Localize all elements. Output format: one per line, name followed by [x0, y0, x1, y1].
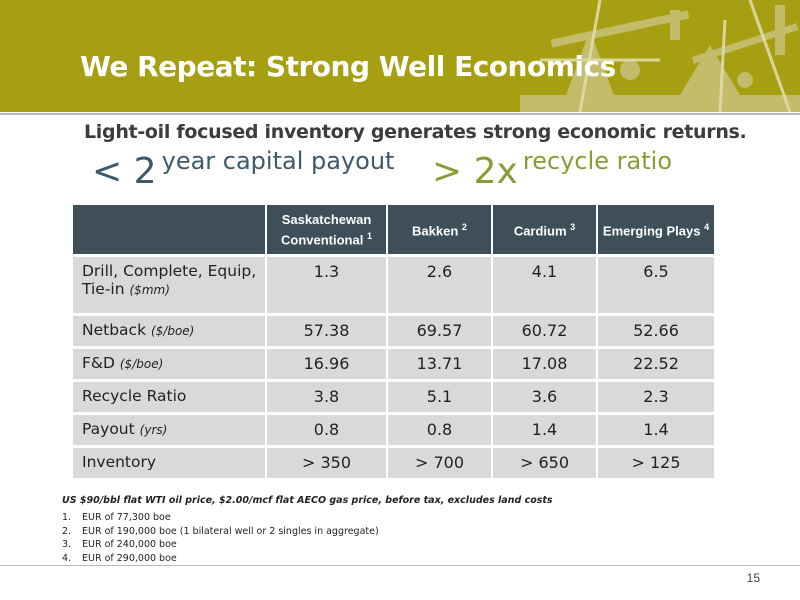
- table-cell: > 125: [597, 445, 714, 478]
- table-cell: 4.1: [492, 254, 598, 315]
- footnote-item: 4. EUR of 290,000 boe: [62, 552, 177, 564]
- table-cell: 17.08: [492, 346, 598, 381]
- table-header-row: Saskatchewan Conventional 1 Bakken 2 Car…: [73, 205, 714, 256]
- table-cell: 3.8: [266, 379, 388, 414]
- table-cell: 3.6: [492, 379, 598, 414]
- row-label: F&D ($/boe): [73, 346, 267, 381]
- footnote-item: 3. EUR of 240,000 boe: [62, 539, 177, 550]
- table-row: Payout (yrs) 0.8 0.8 1.4 1.4: [73, 412, 714, 447]
- table-cell: 22.52: [597, 346, 714, 381]
- table-cell: 1.4: [492, 412, 598, 447]
- row-label: Drill, Complete, Equip, Tie-in ($mm): [73, 254, 267, 315]
- row-label: Recycle Ratio: [73, 379, 267, 414]
- slide-subtitle: Light-oil focused inventory generates st…: [84, 121, 747, 143]
- table-cell: > 700: [387, 445, 493, 478]
- table-cell: 0.8: [266, 412, 388, 447]
- column-header: Cardium 3: [492, 205, 598, 256]
- recycle-stat-label: recycle ratio: [522, 147, 673, 175]
- table-cell: 13.71: [387, 346, 493, 381]
- table-row: Recycle Ratio 3.8 5.1 3.6 2.3: [73, 379, 714, 414]
- payout-stat: < 2 year capital payout: [92, 147, 394, 192]
- footnote-item: 1. EUR of 77,300 boe: [62, 512, 171, 523]
- title-divider: [0, 113, 800, 115]
- title-band: We Repeat: Strong Well Economics: [0, 0, 800, 112]
- table-cell: 16.96: [266, 346, 388, 381]
- slide-title: We Repeat: Strong Well Economics: [80, 50, 616, 83]
- table-cell: 57.38: [266, 313, 388, 348]
- table-cell: 1.3: [266, 254, 388, 315]
- table-row: Netback ($/boe) 57.38 69.57 60.72 52.66: [73, 313, 714, 348]
- table-cell: 69.57: [387, 313, 493, 348]
- recycle-stat: > 2x recycle ratio: [432, 147, 672, 192]
- row-label: Payout (yrs): [73, 412, 267, 447]
- table-cell: > 350: [266, 445, 388, 478]
- table-cell: 0.8: [387, 412, 493, 447]
- column-header: [73, 205, 267, 256]
- payout-stat-label: year capital payout: [161, 147, 395, 175]
- table-cell: 60.72: [492, 313, 598, 348]
- table-row: Drill, Complete, Equip, Tie-in ($mm) 1.3…: [73, 254, 714, 315]
- table-cell: 5.1: [387, 379, 493, 414]
- oil-pumpjack-graphic: [520, 0, 800, 112]
- economics-table: Saskatchewan Conventional 1 Bakken 2 Car…: [73, 205, 714, 478]
- column-header: Saskatchewan Conventional 1: [266, 205, 388, 256]
- table-row: F&D ($/boe) 16.96 13.71 17.08 22.52: [73, 346, 714, 381]
- table-cell: > 650: [492, 445, 598, 478]
- table-cell: 1.4: [597, 412, 714, 447]
- footer-divider: [0, 565, 800, 566]
- pricing-assumptions-footnote: US $90/bbl flat WTI oil price, $2.00/mcf…: [62, 495, 553, 506]
- table-row: Inventory > 350 > 700 > 650 > 125: [73, 445, 714, 478]
- column-header: Bakken 2: [387, 205, 493, 256]
- footnote-list: 1. EUR of 77,300 boe 2. EUR of 190,000 boe…: [62, 512, 379, 566]
- payout-stat-value: < 2: [92, 151, 157, 192]
- table-cell: 6.5: [597, 254, 714, 315]
- footnote-item: 2. EUR of 190,000 boe (1 bilateral well o…: [62, 525, 379, 537]
- column-header: Emerging Plays 4: [597, 205, 714, 256]
- page-number: 15: [746, 571, 760, 585]
- table-cell: 2.6: [387, 254, 493, 315]
- table-cell: 52.66: [597, 313, 714, 348]
- row-label: Netback ($/boe): [73, 313, 267, 348]
- recycle-stat-value: > 2x: [432, 151, 518, 192]
- table-cell: 2.3: [597, 379, 714, 414]
- row-label: Inventory: [73, 445, 267, 478]
